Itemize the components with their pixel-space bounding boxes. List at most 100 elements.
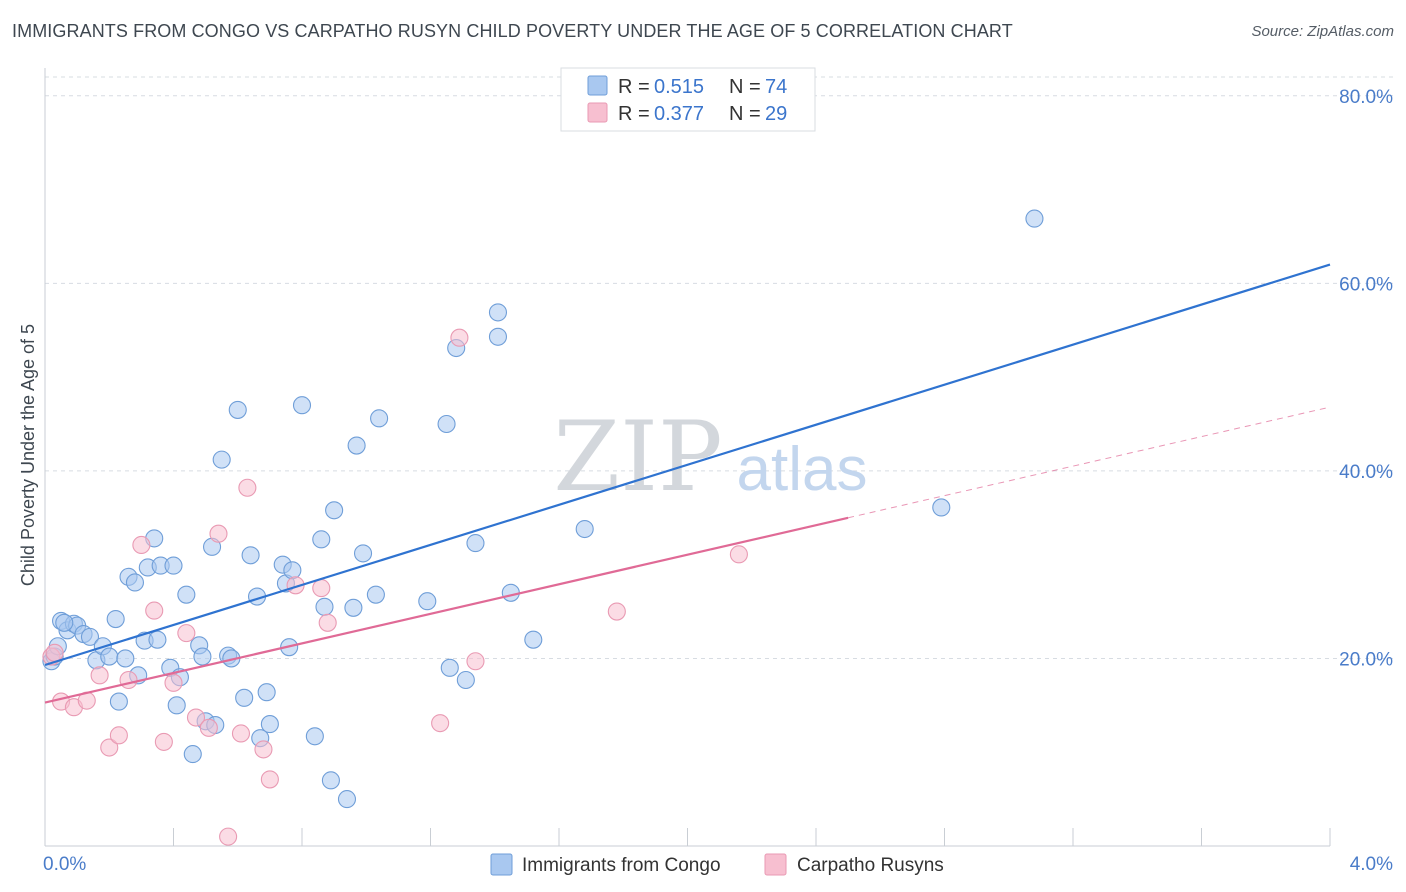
legend-r-value-rusyn: 0.377 [654,103,704,125]
rusyn-point [238,478,257,497]
rusyn-point [312,579,331,598]
bottom-legend: Immigrants from Congo Carpatho Rusyns [490,853,944,876]
congo-point [80,627,100,646]
x-tick-label-max: 4.0% [1350,854,1393,875]
legend-r-label-rusyn: R = [618,103,650,125]
rusyn-point [186,708,206,727]
congo-point [524,630,543,649]
legend-swatch-rusyn [587,102,608,123]
bottom-legend-swatch-rusyn [764,853,787,876]
congo-point [353,544,373,563]
rusyn-point [45,643,64,662]
congo-point [488,327,508,346]
chart-source: Source: ZipAtlas.com [1251,23,1394,40]
congo-point [241,546,260,565]
rusyn-point [431,714,450,733]
congo-point [315,597,334,616]
congo-trendline [44,263,1331,667]
rusyn-point [729,545,748,564]
bottom-legend-swatch-congo [490,853,513,876]
congo-point [501,583,520,602]
congo-point [212,450,231,469]
congo-point [932,498,951,517]
rusyn-trendline [44,516,849,704]
rusyn-point [132,535,151,555]
x-tick-label-min: 0.0% [43,854,86,875]
legend-swatch-congo [587,75,608,96]
congo-point [440,658,459,677]
axes: 0.0% 4.0% [43,68,1393,875]
legend-n-value-congo: 74 [765,76,787,98]
series-rusyn-points [42,328,748,846]
congo-point [312,530,331,549]
congo-point [321,771,340,790]
congo-point [575,519,594,539]
congo-point [167,696,186,715]
congo-point [55,613,74,632]
congo-point [325,501,344,520]
watermark-zip: ZIP [553,401,722,513]
rusyn-point [231,724,251,743]
congo-point [344,598,363,617]
congo-point [418,592,437,611]
rusyn-point [607,602,626,621]
watermark: ZIP atlas [553,401,867,513]
rusyn-point [318,613,337,632]
rusyn-point [164,673,183,692]
congo-point [100,647,119,666]
congo-point [260,715,279,734]
congo-point [257,683,276,702]
congo-point [488,303,508,322]
rusyn-point [119,670,138,690]
rusyn-point [109,726,128,745]
rusyn-point [466,652,485,671]
watermark-atlas: atlas [737,435,868,504]
trendlines [44,263,1331,704]
rusyn-point [199,718,218,737]
congo-point [305,727,324,746]
rusyn-point [209,524,228,543]
congo-point [116,649,135,668]
congo-point [125,573,144,592]
bottom-legend-label-congo: Immigrants from Congo [522,855,721,876]
congo-point [193,647,212,666]
congo-point [347,436,366,455]
y-tick-label: 40.0% [1339,462,1393,483]
y-tick-label: 60.0% [1339,274,1393,295]
y-tick-label: 80.0% [1339,87,1393,108]
rusyn-point [145,601,164,620]
legend-r-value-congo: 0.515 [654,76,704,98]
legend-r-label-congo: R = [618,76,650,98]
y-tick-label: 20.0% [1339,649,1393,670]
congo-point [437,414,456,434]
legend-n-value-rusyn: 29 [765,103,787,125]
rusyn-point [154,732,173,751]
congo-point [337,790,357,809]
rusyn-point [177,624,196,643]
bottom-legend-label-rusyn: Carpatho Rusyns [797,855,944,876]
congo-point [292,396,312,415]
congo-point [235,688,254,707]
rusyn-point [450,328,469,347]
congo-point [148,630,167,649]
congo-point [283,561,302,580]
y-axis-label: Child Poverty Under the Age of 5 [18,324,38,586]
rusyn-point [219,827,238,846]
rusyn-point [254,740,273,759]
legend: R = 0.515 N = 74 R = 0.377 N = 29 [560,67,816,132]
legend-n-label-rusyn: N = [729,103,761,125]
rusyn-point [90,666,109,685]
chart-title: IMMIGRANTS FROM CONGO VS CARPATHO RUSYN … [12,21,1013,41]
congo-point [456,670,475,690]
congo-point [183,745,202,764]
congo-point [106,610,125,629]
congo-point [109,692,128,711]
rusyn-point [100,738,119,757]
rusyn-point [260,770,279,789]
grid: 20.0% 40.0% 60.0% 80.0% [45,76,1395,670]
legend-n-label-congo: N = [729,76,761,98]
congo-point [466,534,485,553]
congo-point [1025,209,1044,228]
congo-point [228,400,247,419]
